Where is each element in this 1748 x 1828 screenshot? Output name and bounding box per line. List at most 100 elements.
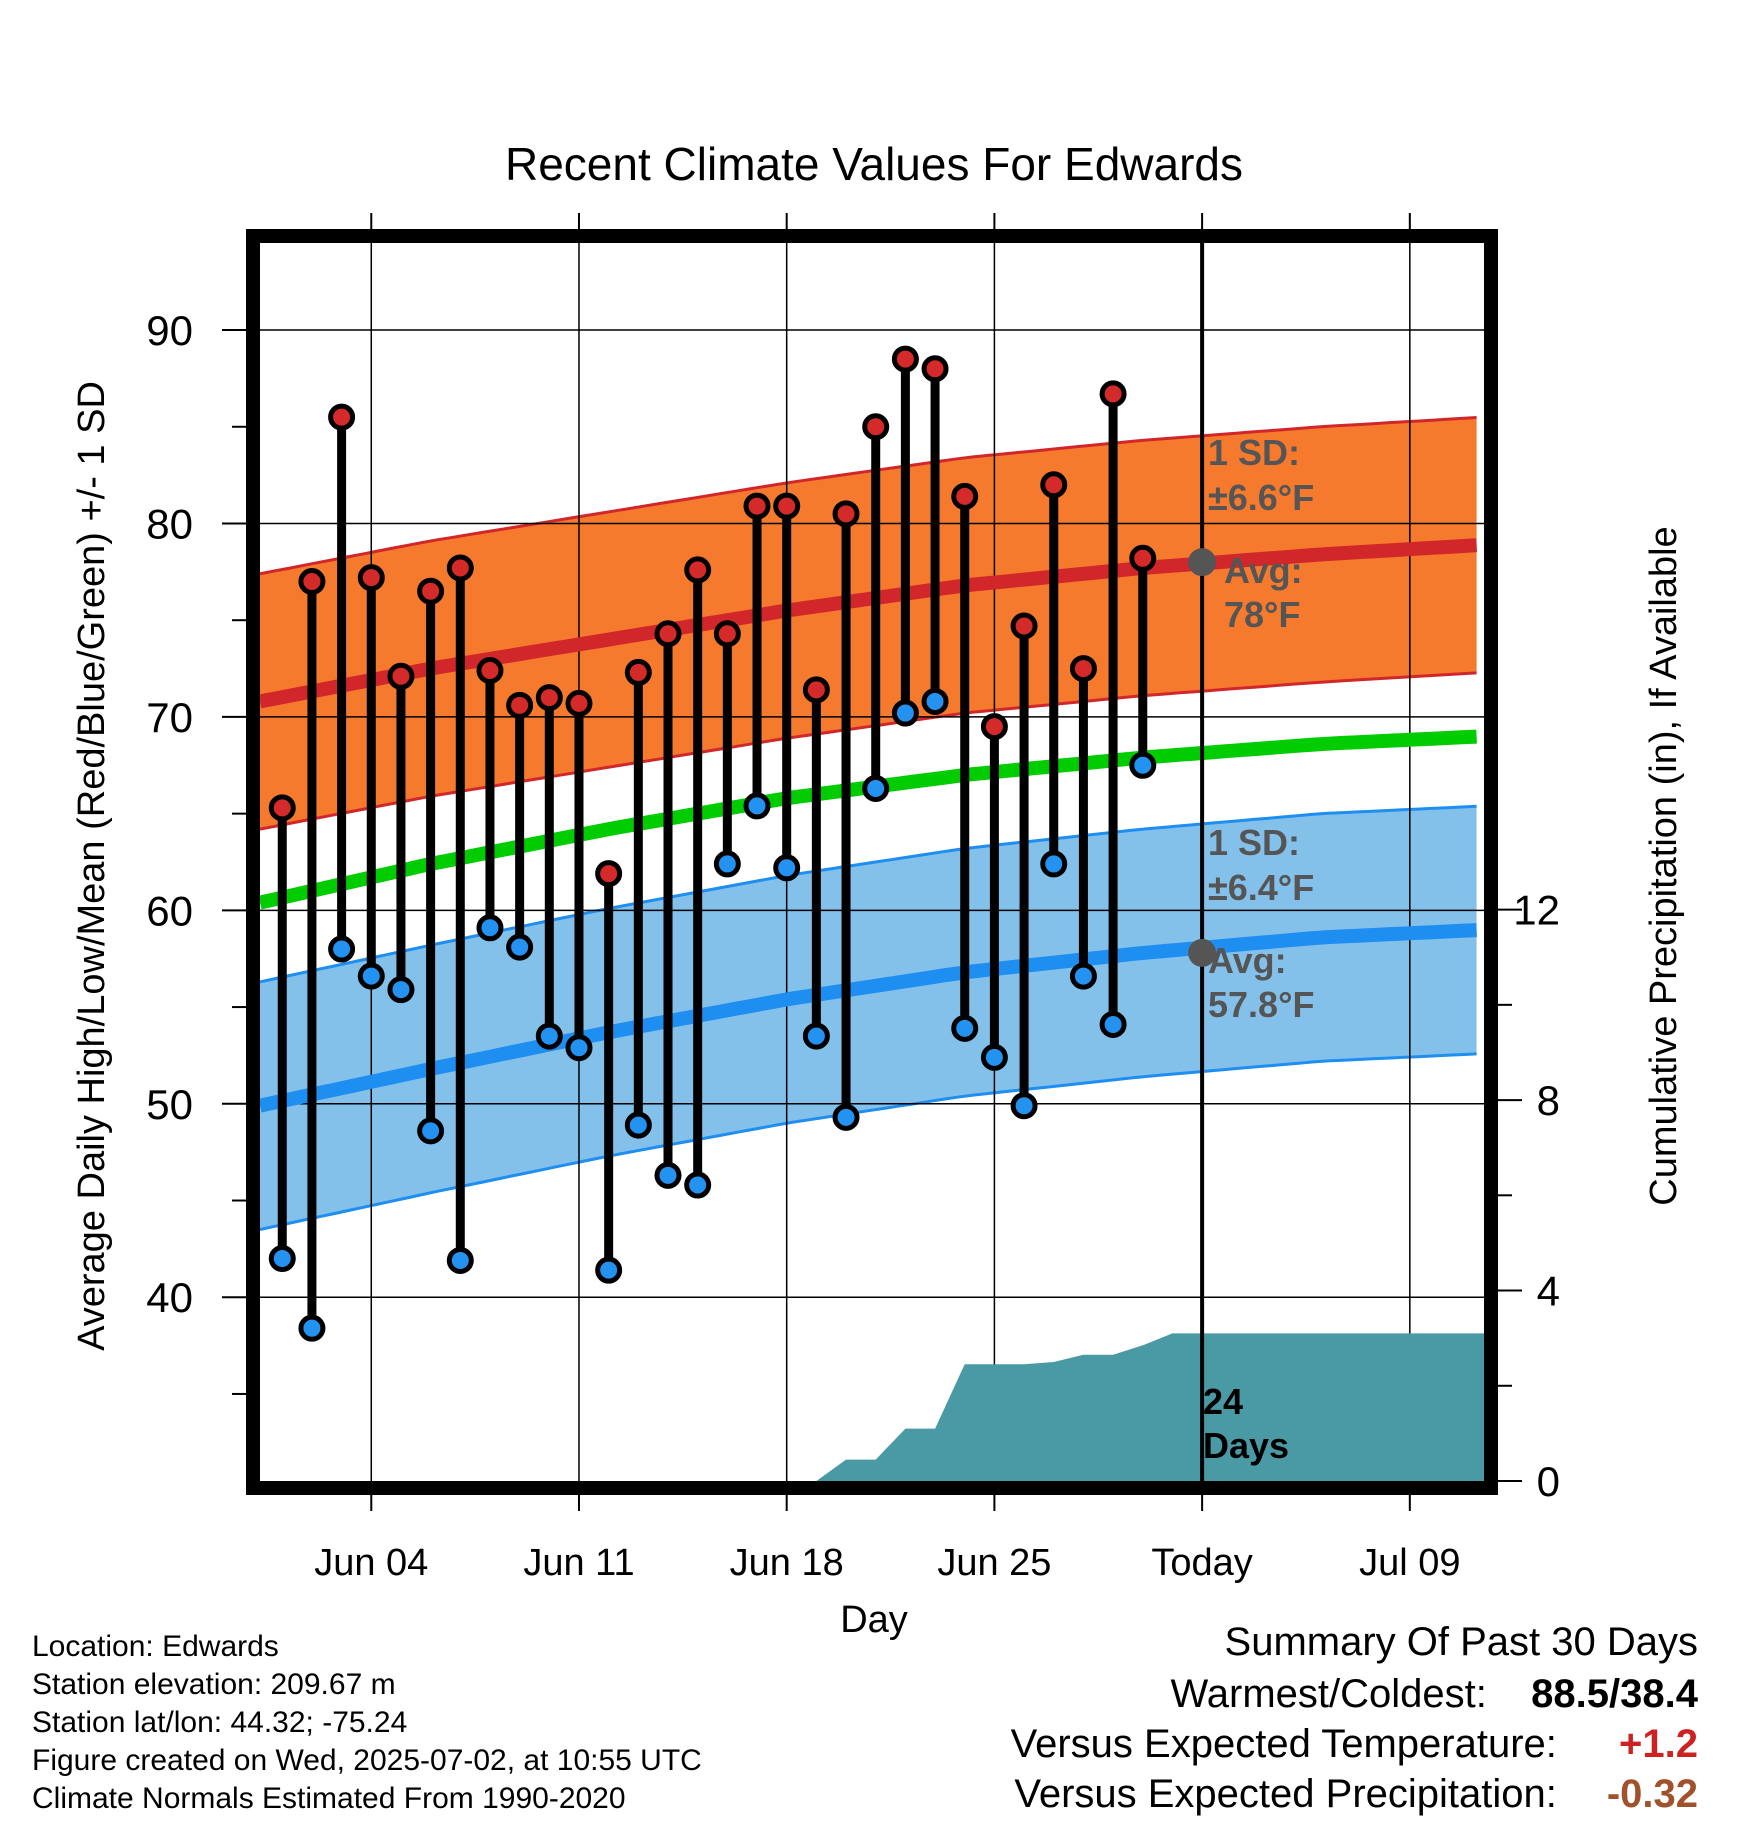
y-tick-label-right: 0: [1537, 1458, 1560, 1505]
daily-low-point: [802, 1022, 830, 1050]
summary-title: Summary Of Past 30 Days: [1224, 1620, 1698, 1664]
daily-low-point: [654, 1161, 682, 1189]
created-text: Figure created on Wed, 2025-07-02, at 10…: [32, 1744, 702, 1777]
daily-low-point: [832, 1103, 860, 1131]
daily-low-point: [506, 933, 534, 961]
daily-low-point: [1129, 751, 1157, 779]
daily-high-point: [684, 556, 712, 584]
daily-high-point: [802, 676, 830, 704]
daily-high-point: [1069, 655, 1097, 683]
daily-high-point: [1099, 380, 1127, 408]
x-tick-label: Today: [1151, 1542, 1252, 1584]
y-tick-label-left: 90: [146, 307, 193, 354]
daily-low-point: [921, 687, 949, 715]
daily-low-point: [268, 1245, 296, 1273]
daily-high-point: [417, 577, 445, 605]
daily-low-point: [298, 1314, 326, 1342]
temp-value: +1.2: [1619, 1722, 1698, 1766]
daily-low-point: [713, 850, 741, 878]
x-tick-label: Jun 11: [523, 1542, 634, 1584]
y-axis-label-right: Cumulative Precipitation (in), If Availa…: [1643, 526, 1685, 1205]
daily-low-point: [417, 1117, 445, 1145]
daily-low-point: [743, 792, 771, 820]
y-axis-label-left: Average Daily High/Low/Mean (Red/Blue/Gr…: [71, 381, 113, 1351]
daily-high-point: [713, 620, 741, 648]
daily-low-point: [595, 1256, 623, 1284]
daily-low-point: [476, 914, 504, 942]
location-text: Location: Edwards: [32, 1630, 279, 1663]
chart-title: Recent Climate Values For Edwards: [505, 138, 1243, 190]
daily-low-point: [328, 935, 356, 963]
daily-high-point: [268, 794, 296, 822]
daily-high-point: [624, 658, 652, 686]
x-axis-label: Day: [840, 1599, 908, 1641]
normals-text: Climate Normals Estimated From 1990-2020: [32, 1782, 626, 1815]
daily-high-point: [654, 620, 682, 648]
daily-high-point: [387, 662, 415, 690]
daily-low-point: [951, 1014, 979, 1042]
daily-low-point: [387, 976, 415, 1004]
temp-label: Versus Expected Temperature:: [1010, 1722, 1557, 1766]
annotation-low-sd-val: ±6.4°F: [1208, 867, 1314, 908]
daily-high-point: [951, 482, 979, 510]
precip-area: [816, 1333, 1484, 1481]
daily-high-point: [535, 684, 563, 712]
annotation-low-avg-val: 57.8°F: [1208, 984, 1314, 1025]
daily-low-point: [565, 1034, 593, 1062]
y-tick-label-left: 80: [146, 500, 193, 547]
warm-cold-value: 88.5/38.4: [1531, 1672, 1698, 1716]
annotation-low-sd: 1 SD:: [1208, 822, 1300, 863]
daily-low-point: [980, 1043, 1008, 1071]
daily-high-point: [743, 492, 771, 520]
elevation-text: Station elevation: 209.67 m: [32, 1668, 396, 1701]
daily-high-point: [773, 492, 801, 520]
daily-low-point: [1099, 1010, 1127, 1038]
y-tick-label-left: 70: [146, 694, 193, 741]
summary-row-temp: Versus Expected Temperature: +1.2: [1011, 1722, 1698, 1772]
annotation-days-word: Days: [1203, 1425, 1289, 1466]
daily-high-point: [1010, 612, 1038, 640]
daily-high-point: [891, 345, 919, 373]
daily-high-point: [1129, 544, 1157, 572]
latlon-text: Station lat/lon: 44.32; -75.24: [32, 1706, 408, 1739]
annotation-high-sd: 1 SD:: [1208, 432, 1300, 473]
summary-row-warm-cold: Warmest/Coldest: 88.5/38.4: [1011, 1672, 1699, 1722]
daily-low-point: [535, 1022, 563, 1050]
annotation-high-sd-val: ±6.6°F: [1208, 477, 1314, 518]
y-tick-label-right: 4: [1537, 1268, 1560, 1315]
x-tick-label: Jun 25: [937, 1542, 1051, 1584]
plot-frame: [246, 229, 1498, 1495]
annotation-days-count: 24: [1203, 1381, 1243, 1422]
y-tick-label-left: 40: [146, 1274, 193, 1321]
annotation-low-avg: Avg:: [1208, 940, 1287, 981]
daily-high-point: [921, 355, 949, 383]
station-info: Location: Edwards Station elevation: 209…: [32, 1628, 702, 1818]
daily-high-point: [595, 860, 623, 888]
annotation-high-avg-val: 78°F: [1224, 594, 1300, 635]
daily-high-point: [298, 568, 326, 596]
daily-high-point: [1040, 471, 1068, 499]
today-low-avg-marker: [1188, 938, 1217, 967]
daily-low-point: [1069, 962, 1097, 990]
x-tick-label: Jul 09: [1359, 1542, 1460, 1584]
daily-low-point: [862, 774, 890, 802]
daily-high-point: [328, 403, 356, 431]
daily-low-point: [773, 854, 801, 882]
precip-value: -0.32: [1606, 1772, 1698, 1816]
daily-low-point: [891, 699, 919, 727]
y-tick-label-right: 12: [1513, 887, 1560, 934]
daily-low-point: [446, 1246, 474, 1274]
daily-low-point: [1040, 850, 1068, 878]
today-high-avg-marker: [1188, 548, 1217, 577]
daily-high-point: [565, 689, 593, 717]
warm-cold-label: Warmest/Coldest:: [1170, 1672, 1487, 1716]
x-tick-label: Jun 04: [314, 1542, 428, 1584]
daily-high-point: [446, 554, 474, 582]
y-tick-label-left: 60: [146, 887, 193, 934]
summary-row-precip: Versus Expected Precipitation: -0.32: [1011, 1772, 1698, 1822]
summary-panel: Summary Of Past 30 Days Warmest/Coldest:…: [1011, 1620, 1698, 1822]
plot-content: [260, 243, 1484, 1481]
daily-high-point: [357, 564, 385, 592]
y-tick-label-left: 50: [146, 1081, 193, 1128]
